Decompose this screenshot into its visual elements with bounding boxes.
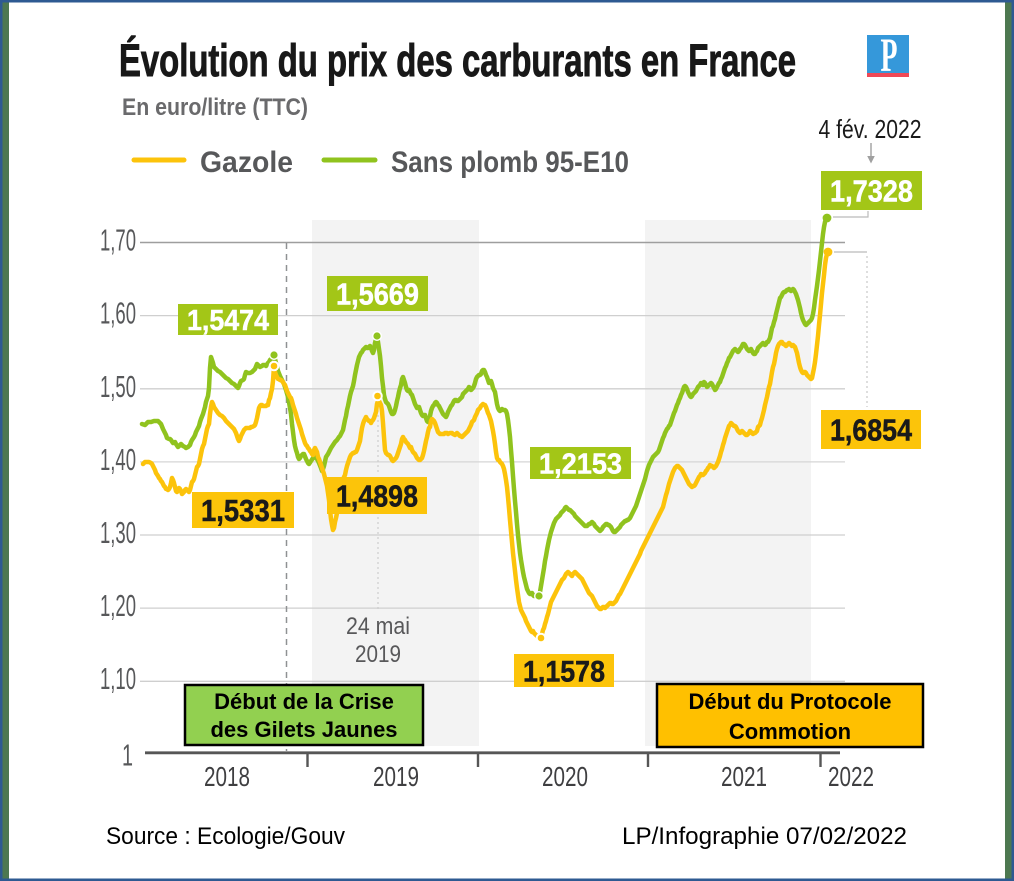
svg-text:1,2153: 1,2153 [539, 448, 622, 480]
svg-text:Début de la Crise: Début de la Crise [214, 689, 394, 714]
svg-text:LP/Infographie 07/02/2022: LP/Infographie 07/02/2022 [622, 823, 907, 850]
svg-text:1,30: 1,30 [100, 515, 136, 550]
svg-text:1,70: 1,70 [100, 223, 136, 258]
svg-text:4 fév. 2022: 4 fév. 2022 [819, 114, 922, 144]
svg-text:1,40: 1,40 [100, 442, 136, 477]
svg-text:1,4898: 1,4898 [336, 479, 418, 514]
svg-text:1: 1 [122, 738, 133, 773]
svg-text:1,5669: 1,5669 [336, 277, 419, 312]
svg-text:Commotion: Commotion [729, 719, 851, 744]
svg-text:1,20: 1,20 [100, 588, 136, 623]
svg-text:2022: 2022 [828, 761, 874, 792]
svg-text:1,7328: 1,7328 [830, 174, 913, 209]
svg-text:2020: 2020 [542, 761, 588, 792]
svg-text:24 mai: 24 mai [346, 613, 410, 640]
svg-text:Évolution du prix des carburan: Évolution du prix des carburants en Fran… [119, 35, 796, 86]
svg-text:P: P [881, 29, 898, 82]
svg-text:1,60: 1,60 [100, 296, 136, 331]
svg-text:1,1578: 1,1578 [523, 655, 605, 688]
svg-text:1,5474: 1,5474 [187, 305, 269, 337]
svg-text:Gazole: Gazole [200, 146, 293, 179]
svg-text:1,5331: 1,5331 [201, 493, 285, 528]
svg-text:2021: 2021 [721, 761, 767, 792]
svg-text:Début du Protocole: Début du Protocole [689, 689, 892, 714]
svg-text:2019: 2019 [373, 761, 419, 792]
svg-text:1,6854: 1,6854 [830, 413, 913, 448]
svg-text:1,10: 1,10 [100, 661, 136, 696]
svg-text:Sans plomb 95-E10: Sans plomb 95-E10 [391, 146, 629, 179]
svg-text:En euro/litre (TTC): En euro/litre (TTC) [122, 94, 308, 121]
svg-text:2018: 2018 [204, 761, 250, 792]
svg-text:2019: 2019 [355, 641, 401, 668]
svg-text:1,50: 1,50 [100, 369, 136, 404]
svg-text:des Gilets Jaunes: des Gilets Jaunes [210, 717, 397, 742]
svg-text:Source : Ecologie/Gouv: Source : Ecologie/Gouv [106, 823, 345, 850]
